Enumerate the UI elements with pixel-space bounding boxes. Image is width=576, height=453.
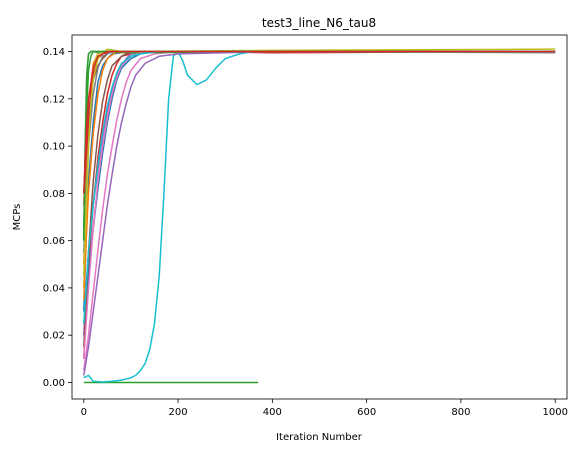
series-line-19 bbox=[83, 50, 556, 324]
y-tick-label: 0.04 bbox=[43, 283, 65, 294]
x-tick-label: 200 bbox=[169, 407, 188, 418]
y-tick-label: 0.12 bbox=[43, 94, 65, 105]
x-tick-label: 1000 bbox=[542, 407, 567, 418]
y-axis: 0.00 0.02 0.04 0.06 0.08 0.10 0.12 0.14 bbox=[43, 47, 72, 389]
y-tick-label: 0.08 bbox=[43, 189, 65, 200]
y-tick-label: 0.02 bbox=[43, 331, 65, 342]
series-line-21 bbox=[83, 50, 556, 194]
x-tick-label: 400 bbox=[263, 407, 282, 418]
y-tick-label: 0.10 bbox=[43, 142, 65, 153]
x-axis: 0 200 400 600 800 1000 bbox=[81, 399, 568, 418]
y-axis-label: MCPs bbox=[12, 204, 23, 231]
x-tick-label: 0 bbox=[81, 407, 87, 418]
x-tick-label: 600 bbox=[357, 407, 376, 418]
series-layer bbox=[83, 48, 556, 384]
x-axis-label: Iteration Number bbox=[276, 432, 363, 443]
y-tick-label: 0.06 bbox=[43, 236, 65, 247]
series-line-16 bbox=[83, 50, 556, 359]
y-tick-label: 0.14 bbox=[43, 47, 65, 58]
series-line-14 bbox=[83, 50, 556, 376]
series-line-9 bbox=[83, 50, 556, 383]
chart-title: test3_line_N6_tau8 bbox=[262, 16, 376, 30]
plot-frame bbox=[71, 34, 568, 400]
y-tick-label: 0.00 bbox=[43, 378, 65, 389]
x-tick-label: 800 bbox=[451, 407, 470, 418]
